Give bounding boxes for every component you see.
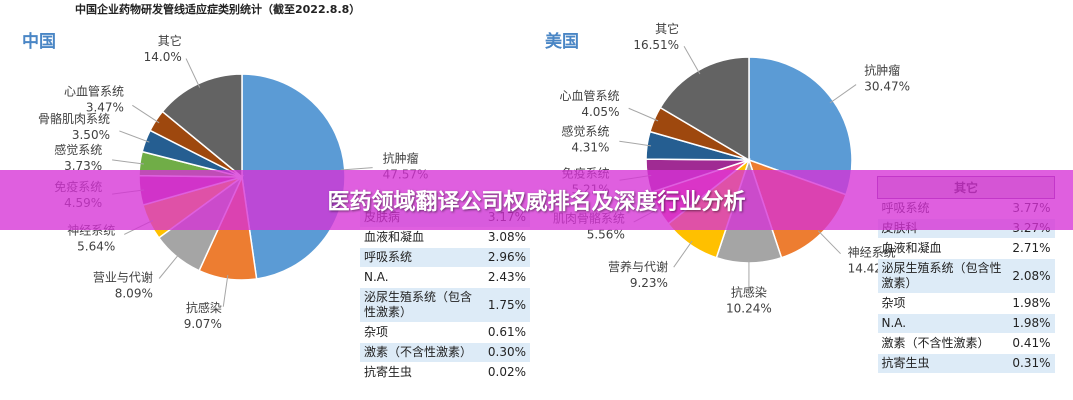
- slice-value-label: 9.07%: [184, 317, 222, 331]
- row-value: 2.71%: [1008, 238, 1055, 259]
- row-value: 1.75%: [483, 287, 530, 323]
- row-label: 血液和凝血: [360, 227, 484, 248]
- table-row: 抗寄生虫 0.02%: [360, 362, 530, 383]
- leader-line: [222, 274, 229, 307]
- table-row: 激素（不含性激素） 0.30%: [360, 342, 530, 363]
- banner: 医药领域翻译公司权威排名及深度行业分析: [0, 170, 1073, 230]
- row-value: 2.08%: [1008, 258, 1055, 294]
- slice-value-label: 4.05%: [581, 105, 619, 119]
- row-label: 血液和凝血: [877, 238, 1009, 259]
- slice-value-label: 5.56%: [587, 227, 625, 241]
- slice-value-label: 10.24%: [726, 301, 772, 315]
- slice-label: 其它: [158, 33, 182, 48]
- page-title: 中国企业药物研发管线适应症类别统计（截至2022.8.8）: [75, 2, 360, 16]
- table-row: 抗寄生虫 0.31%: [877, 353, 1055, 374]
- row-value: 0.41%: [1008, 333, 1055, 354]
- pie-title: 美国: [545, 31, 579, 52]
- slice-label: 感觉系统: [561, 123, 609, 138]
- leader-line: [340, 167, 373, 171]
- slice-label: 骨骼肌肉系统: [38, 111, 110, 126]
- slice-value-label: 16.51%: [633, 38, 679, 52]
- row-value: 1.98%: [1008, 313, 1055, 334]
- slice-label: 感觉系统: [54, 142, 102, 157]
- slice-value-label: 3.47%: [86, 100, 124, 114]
- leader-line: [817, 230, 841, 255]
- row-label: 杂项: [360, 322, 484, 343]
- row-value: 0.31%: [1008, 353, 1055, 374]
- row-value: 2.43%: [483, 267, 530, 288]
- row-label: 抗寄生虫: [360, 362, 484, 383]
- slice-value-label: 5.64%: [77, 239, 115, 253]
- slice-value-label: 30.47%: [864, 79, 910, 93]
- slice-value-label: 9.23%: [630, 276, 668, 290]
- table-row: 呼吸系统 2.96%: [360, 247, 530, 268]
- row-label: 抗寄生虫: [877, 353, 1009, 374]
- slice-label: 抗感染: [731, 284, 767, 299]
- table-row: N.A. 1.98%: [877, 313, 1055, 334]
- slice-label: 抗感染: [186, 300, 222, 315]
- slice-label: 心血管系统: [64, 83, 124, 98]
- leader-line: [158, 253, 180, 279]
- row-label: N.A.: [877, 313, 1009, 334]
- slice-value-label: 3.50%: [72, 128, 110, 142]
- row-value: 0.02%: [483, 362, 530, 383]
- table-row: 血液和凝血 3.08%: [360, 227, 530, 248]
- row-label: N.A.: [360, 267, 484, 288]
- slice-label: 营养与代谢: [608, 259, 668, 274]
- leader-line: [112, 159, 144, 165]
- slice-label: 营业与代谢: [93, 270, 153, 285]
- table-row: 杂项 0.61%: [360, 322, 530, 343]
- slice-label: 抗肿瘤: [864, 62, 900, 77]
- row-label: 杂项: [877, 293, 1009, 314]
- leader-line: [683, 45, 701, 75]
- row-label: 激素（不含性激素）: [877, 333, 1009, 354]
- leader-line: [619, 140, 652, 147]
- leader-line: [829, 84, 857, 104]
- table-row: 杂项 1.98%: [877, 293, 1055, 314]
- row-value: 3.08%: [483, 227, 530, 248]
- leader-line: [185, 58, 201, 88]
- pie-title: 中国: [22, 31, 56, 52]
- slice-value-label: 14.0%: [144, 50, 182, 64]
- leader-line: [119, 130, 150, 143]
- row-value: 0.30%: [483, 342, 530, 363]
- row-label: 泌尿生殖系统（包含性激素）: [877, 258, 1009, 294]
- leader-line: [673, 240, 693, 268]
- table-row: N.A. 2.43%: [360, 267, 530, 288]
- slice-label: 其它: [655, 21, 679, 36]
- slice-value-label: 3.73%: [64, 159, 102, 173]
- table-row: 激素（不含性激素） 0.41%: [877, 333, 1055, 354]
- slice-label: 心血管系统: [559, 88, 619, 103]
- table-row: 泌尿生殖系统（包含性激素） 2.08%: [877, 258, 1055, 294]
- row-value: 0.61%: [483, 322, 530, 343]
- row-label: 呼吸系统: [360, 247, 484, 268]
- table-row: 泌尿生殖系统（包含性激素） 1.75%: [360, 287, 530, 323]
- row-label: 泌尿生殖系统（包含性激素）: [360, 287, 484, 323]
- table-row: 血液和凝血 2.71%: [877, 238, 1055, 259]
- row-value: 1.98%: [1008, 293, 1055, 314]
- leader-line: [132, 104, 160, 124]
- row-value: 2.96%: [483, 247, 530, 268]
- slice-label: 抗肿瘤: [383, 150, 419, 165]
- leader-line: [628, 107, 659, 122]
- slice-value-label: 8.09%: [115, 287, 153, 301]
- other-table-china: 皮肤病3.17%血液和凝血3.08%呼吸系统2.96%N.A.2.43%泌尿生殖…: [360, 208, 530, 383]
- row-label: 激素（不含性激素）: [360, 342, 484, 363]
- slice-value-label: 4.31%: [571, 140, 609, 154]
